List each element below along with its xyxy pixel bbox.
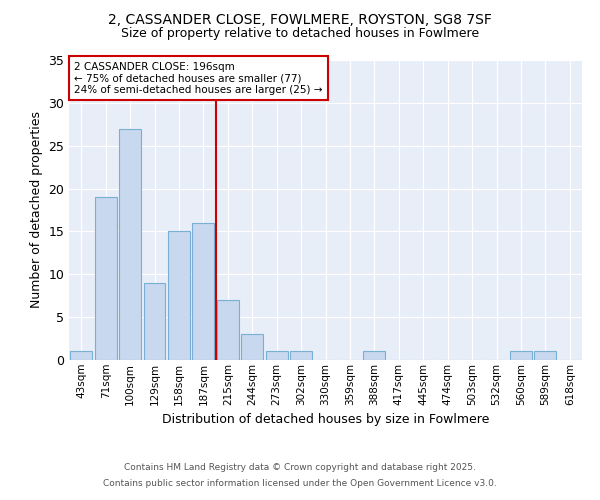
Text: Contains public sector information licensed under the Open Government Licence v3: Contains public sector information licen… bbox=[103, 478, 497, 488]
Bar bbox=[168, 232, 190, 360]
Bar bbox=[193, 223, 214, 360]
Bar bbox=[70, 352, 92, 360]
Bar bbox=[266, 352, 287, 360]
Bar bbox=[510, 352, 532, 360]
Bar bbox=[119, 128, 141, 360]
Bar bbox=[95, 197, 116, 360]
Bar bbox=[241, 334, 263, 360]
Bar bbox=[290, 352, 312, 360]
Text: Size of property relative to detached houses in Fowlmere: Size of property relative to detached ho… bbox=[121, 28, 479, 40]
X-axis label: Distribution of detached houses by size in Fowlmere: Distribution of detached houses by size … bbox=[162, 413, 489, 426]
Text: 2, CASSANDER CLOSE, FOWLMERE, ROYSTON, SG8 7SF: 2, CASSANDER CLOSE, FOWLMERE, ROYSTON, S… bbox=[108, 12, 492, 26]
Y-axis label: Number of detached properties: Number of detached properties bbox=[30, 112, 43, 308]
Bar bbox=[364, 352, 385, 360]
Text: Contains HM Land Registry data © Crown copyright and database right 2025.: Contains HM Land Registry data © Crown c… bbox=[124, 464, 476, 472]
Bar bbox=[143, 283, 166, 360]
Text: 2 CASSANDER CLOSE: 196sqm
← 75% of detached houses are smaller (77)
24% of semi-: 2 CASSANDER CLOSE: 196sqm ← 75% of detac… bbox=[74, 62, 323, 94]
Bar bbox=[217, 300, 239, 360]
Bar bbox=[535, 352, 556, 360]
